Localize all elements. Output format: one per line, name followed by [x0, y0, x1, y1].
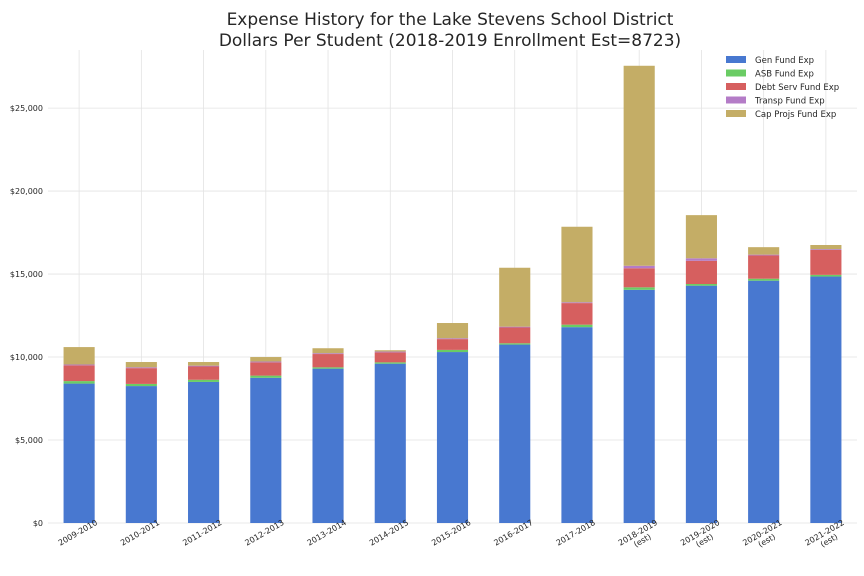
bar-asb-fund-exp-1 — [125, 383, 157, 387]
bar-gen-fund-exp-2 — [188, 381, 220, 523]
legend-label: Cap Projs Fund Exp — [755, 110, 836, 120]
y-tick-label: $0 — [33, 519, 43, 528]
bar-asb-fund-exp-3 — [250, 375, 282, 378]
y-axis: $0 $5,000 $10,000 $15,000 $20,000 $25,000 — [10, 104, 43, 528]
bar-transp-fund-exp-12 — [810, 249, 842, 250]
bar-asb-fund-exp-0 — [63, 381, 95, 384]
bar-debt-serv-fund-exp-1 — [125, 368, 157, 384]
bar-debt-serv-fund-exp-3 — [250, 362, 282, 376]
y-tick-label: $5,000 — [15, 436, 43, 445]
y-tick-label: $15,000 — [10, 270, 43, 279]
bar-asb-fund-exp-7 — [499, 343, 531, 345]
bar-asb-fund-exp-11 — [748, 278, 780, 281]
bar-cap-projs-fund-exp-12 — [810, 245, 842, 250]
chart-title-line-2: Dollars Per Student (2018-2019 Enrollmen… — [219, 31, 681, 51]
legend-label: ASB Fund Exp — [755, 70, 814, 80]
bar-debt-serv-fund-exp-4 — [312, 354, 344, 368]
bar-cap-projs-fund-exp-4 — [312, 348, 344, 354]
bar-debt-serv-fund-exp-0 — [63, 365, 95, 382]
bar-debt-serv-fund-exp-12 — [810, 249, 842, 275]
bar-gen-fund-exp-7 — [499, 344, 531, 523]
bar-cap-projs-fund-exp-11 — [748, 247, 780, 255]
bar-transp-fund-exp-8 — [561, 302, 593, 304]
bar-cap-projs-fund-exp-5 — [374, 350, 406, 352]
bar-gen-fund-exp-11 — [748, 280, 780, 523]
bar-cap-projs-fund-exp-3 — [250, 357, 282, 362]
bar-asb-fund-exp-9 — [623, 287, 655, 290]
bar-cap-projs-fund-exp-1 — [125, 362, 157, 368]
bar-gen-fund-exp-12 — [810, 276, 842, 523]
legend-label: Transp Fund Exp — [754, 97, 825, 107]
bar-debt-serv-fund-exp-2 — [188, 366, 220, 380]
bar-transp-fund-exp-2 — [188, 365, 220, 367]
y-tick-label: $10,000 — [10, 353, 43, 362]
bar-gen-fund-exp-0 — [63, 383, 95, 523]
bar-transp-fund-exp-10 — [685, 258, 717, 261]
bar-cap-projs-fund-exp-7 — [499, 267, 531, 327]
legend-swatch — [726, 56, 746, 63]
bar-transp-fund-exp-9 — [623, 265, 655, 269]
bar-asb-fund-exp-8 — [561, 324, 593, 328]
y-tick-label: $20,000 — [10, 187, 43, 196]
bars — [63, 65, 842, 523]
bar-gen-fund-exp-4 — [312, 368, 344, 523]
bar-debt-serv-fund-exp-8 — [561, 303, 593, 325]
bar-gen-fund-exp-10 — [685, 285, 717, 523]
bar-asb-fund-exp-5 — [374, 362, 406, 364]
bar-transp-fund-exp-0 — [63, 364, 95, 366]
legend-swatch — [726, 110, 746, 117]
bar-gen-fund-exp-9 — [623, 289, 655, 523]
bar-gen-fund-exp-3 — [250, 377, 282, 523]
bar-debt-serv-fund-exp-11 — [748, 255, 780, 279]
bar-transp-fund-exp-11 — [748, 254, 780, 256]
legend-label: Debt Serv Fund Exp — [755, 83, 839, 93]
bar-gen-fund-exp-8 — [561, 327, 593, 523]
bar-cap-projs-fund-exp-2 — [188, 362, 220, 366]
chart-title-line-1: Expense History for the Lake Stevens Sch… — [227, 10, 674, 30]
bar-transp-fund-exp-4 — [312, 353, 344, 355]
y-tick-label: $25,000 — [10, 104, 43, 113]
bar-asb-fund-exp-4 — [312, 367, 344, 369]
bar-debt-serv-fund-exp-7 — [499, 327, 531, 344]
bar-debt-serv-fund-exp-9 — [623, 268, 655, 288]
bar-cap-projs-fund-exp-8 — [561, 226, 593, 303]
bar-debt-serv-fund-exp-5 — [374, 352, 406, 363]
bar-asb-fund-exp-12 — [810, 274, 842, 277]
legend-swatch — [726, 96, 746, 104]
bar-transp-fund-exp-3 — [250, 361, 282, 363]
bar-asb-fund-exp-2 — [188, 379, 220, 382]
bar-transp-fund-exp-1 — [125, 367, 157, 369]
bar-transp-fund-exp-5 — [374, 351, 406, 353]
bar-debt-serv-fund-exp-10 — [685, 260, 717, 285]
bar-gen-fund-exp-5 — [374, 363, 406, 523]
bar-asb-fund-exp-6 — [436, 349, 469, 353]
bar-cap-projs-fund-exp-0 — [63, 347, 95, 365]
bar-transp-fund-exp-6 — [436, 338, 469, 340]
legend-label: Gen Fund Exp — [755, 56, 814, 66]
legend: Gen Fund Exp ASB Fund Exp Debt Serv Fund E… — [726, 56, 839, 120]
bar-asb-fund-exp-10 — [685, 284, 717, 286]
legend-swatch — [726, 69, 746, 77]
bar-cap-projs-fund-exp-9 — [623, 65, 655, 266]
bar-debt-serv-fund-exp-6 — [436, 339, 469, 350]
bar-gen-fund-exp-1 — [125, 386, 157, 523]
bar-cap-projs-fund-exp-10 — [685, 215, 717, 259]
bar-cap-projs-fund-exp-6 — [436, 323, 469, 339]
legend-swatch — [726, 83, 746, 90]
bar-transp-fund-exp-7 — [499, 326, 531, 328]
bar-gen-fund-exp-6 — [436, 352, 469, 523]
